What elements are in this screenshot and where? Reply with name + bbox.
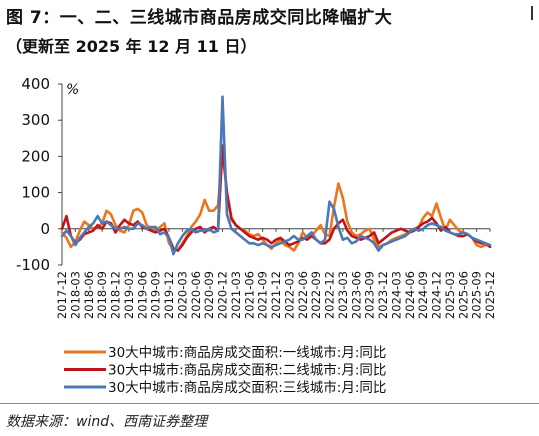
x-tick-label: 2019-03 — [122, 271, 136, 319]
series-line-1 — [60, 151, 492, 252]
x-tick-label: 2023-03 — [336, 271, 350, 319]
x-tick-label: 2019-12 — [162, 271, 176, 319]
x-tick-label: 2024-12 — [430, 271, 444, 319]
y-tick-label: 200 — [21, 147, 50, 165]
x-tick-label: 2020-06 — [189, 271, 203, 319]
x-tick-label: 2018-12 — [109, 271, 123, 319]
x-tick-label: 2025-12 — [483, 271, 497, 319]
x-tick-label: 2022-06 — [296, 271, 310, 319]
x-tick-label: 2019-06 — [135, 271, 149, 319]
x-tick-label: 2023-06 — [349, 271, 363, 319]
y-tick-label: -100 — [16, 256, 50, 274]
x-tick-label: 2022-03 — [282, 271, 296, 319]
x-tick-label: 2023-12 — [376, 271, 390, 319]
x-tick-label: 2018-09 — [95, 271, 109, 319]
x-tick-label: 2025-03 — [443, 271, 457, 319]
y-unit-label: % — [66, 82, 79, 98]
divider — [0, 403, 539, 404]
x-tick-label: 2022-12 — [323, 271, 337, 319]
x-tick-label: 2018-03 — [68, 271, 82, 319]
figure-title: 图 7：一、二、三线城市商品房成交同比降幅扩大 — [6, 8, 393, 28]
series-line-3 — [60, 95, 492, 256]
x-tick-label: 2024-03 — [389, 271, 403, 319]
x-tick-label: 2020-03 — [175, 271, 189, 319]
figure-subtitle: （更新至 2025 年 12 月 11 日） — [6, 37, 257, 56]
x-tick-label: 2020-09 — [202, 271, 216, 319]
legend-label-1: 30大中城市:商品房成交面积:一线城市:月:同比 — [108, 344, 386, 361]
x-tick-label: 2021-03 — [229, 271, 243, 319]
edge-marker — [531, 6, 539, 20]
series-lines — [60, 95, 492, 256]
x-tick-label: 2021-12 — [269, 271, 283, 319]
y-tick-label: 300 — [21, 111, 50, 129]
x-tick-label: 2017-12 — [55, 271, 69, 319]
x-tick-label: 2020-12 — [216, 271, 230, 319]
legend: 30大中城市:商品房成交面积:一线城市:月:同比30大中城市:商品房成交面积:二… — [64, 344, 386, 396]
x-tick-label: 2024-06 — [403, 271, 417, 319]
series-line-2 — [60, 144, 492, 252]
x-tick-label: 2021-06 — [242, 271, 256, 319]
source-note: 数据来源：wind、西南证券整理 — [6, 414, 208, 430]
x-tick-label: 2019-09 — [149, 271, 163, 319]
x-tick-label: 2022-09 — [309, 271, 323, 319]
x-tick-label: 2025-06 — [456, 271, 470, 319]
legend-label-3: 30大中城市:商品房成交面积:三线城市:月:同比 — [108, 379, 386, 396]
x-tick-label: 2024-09 — [416, 271, 430, 319]
x-tick-label: 2023-09 — [363, 271, 377, 319]
legend-label-2: 30大中城市:商品房成交面积:二线城市:月:同比 — [108, 362, 386, 379]
x-tick-label: 2021-09 — [256, 271, 270, 319]
x-tick-label: 2025-09 — [470, 271, 484, 319]
y-tick-label: 100 — [21, 184, 50, 202]
x-tick-label: 2018-06 — [82, 271, 96, 319]
y-tick-label: 400 — [21, 75, 50, 93]
y-tick-label: 0 — [40, 220, 50, 238]
